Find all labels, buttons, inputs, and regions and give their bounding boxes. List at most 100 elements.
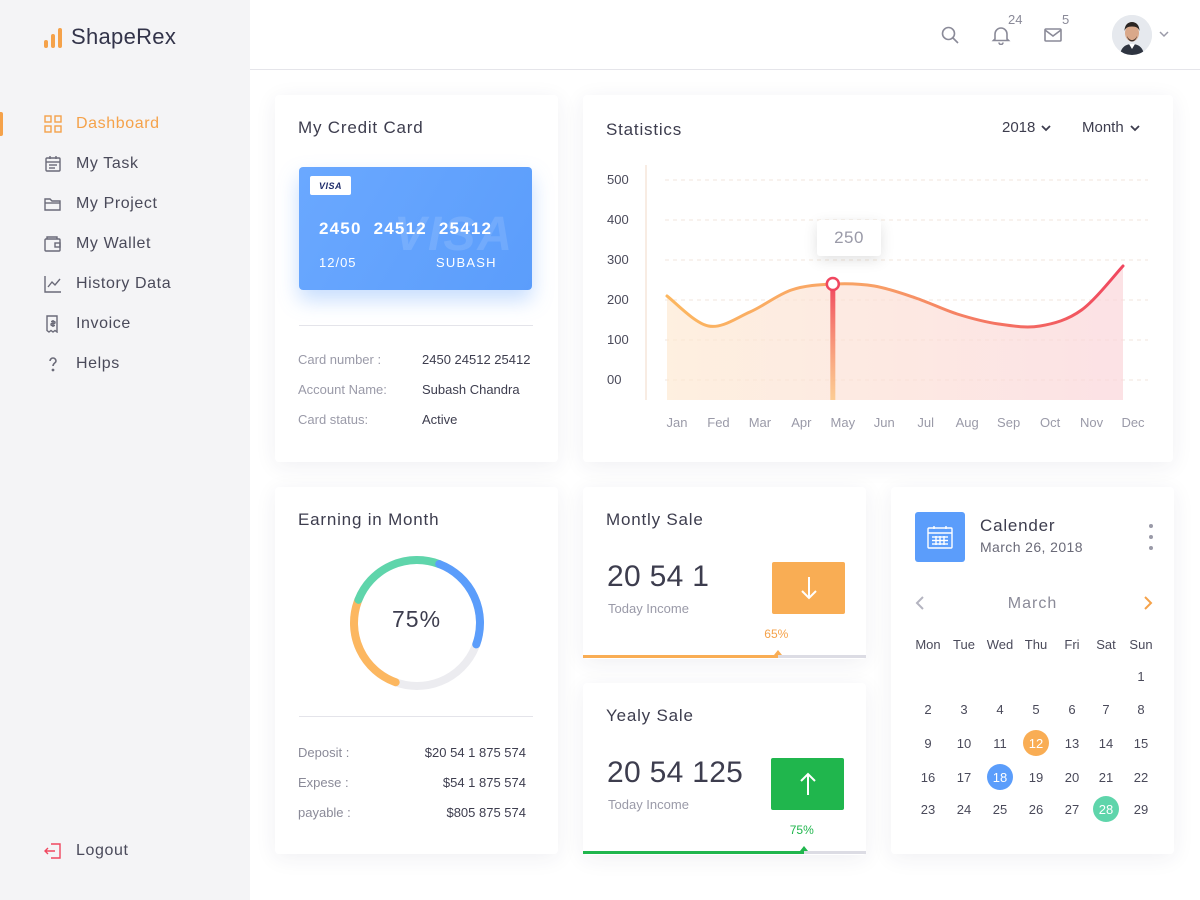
monthly-sale-panel: Montly Sale 20 54 1 Today Income 65% xyxy=(583,487,866,659)
sidebar-item-my-project[interactable]: My Project xyxy=(0,184,250,224)
dot-icon xyxy=(1149,546,1153,550)
calendar-day[interactable]: 4 xyxy=(996,701,1004,717)
calendar-day[interactable]: 13 xyxy=(1064,735,1080,751)
calendar-day[interactable]: 27 xyxy=(1064,801,1080,817)
monthly-progress xyxy=(583,650,866,658)
weekday-label: Sat xyxy=(1096,637,1116,652)
calendar-panel: Calender March 26, 2018 March Mon Tue Wed T… xyxy=(891,487,1174,854)
yearly-sale-subtitle: Today Income xyxy=(608,797,689,812)
invoice-icon xyxy=(44,315,62,333)
calendar-day[interactable]: 17 xyxy=(956,769,972,785)
calendar-day[interactable]: 15 xyxy=(1133,735,1149,751)
progress-knob xyxy=(799,846,808,851)
next-month-button[interactable] xyxy=(1142,595,1154,611)
sidebar-item-history-data[interactable]: History Data xyxy=(0,264,250,304)
calendar-day[interactable]: 29 xyxy=(1133,801,1149,817)
y-tick-label: 500 xyxy=(607,172,629,187)
donut-percent: 75% xyxy=(392,606,442,632)
calendar-day[interactable]: 21 xyxy=(1098,769,1114,785)
calendar-badge xyxy=(915,512,965,562)
earning-label: Expese : xyxy=(298,775,349,790)
chart-tooltip: 250 xyxy=(817,220,881,256)
calendar-day[interactable]: 16 xyxy=(920,769,936,785)
dot-icon xyxy=(1149,524,1153,528)
weekday-label: Wed xyxy=(986,637,1014,652)
info-label: Account Name: xyxy=(298,382,387,397)
calendar-day[interactable]: 14 xyxy=(1098,735,1114,751)
sidebar-item-label: My Task xyxy=(76,155,139,172)
calendar-day[interactable]: 26 xyxy=(1028,801,1044,817)
calendar-day[interactable]: 25 xyxy=(992,801,1008,817)
logo[interactable]: ShapeRex xyxy=(44,26,176,48)
calendar-title: Calender xyxy=(980,516,1056,535)
statistics-panel: Statistics 2018 Month 500 400 300 200 100 00 … xyxy=(583,95,1173,462)
calendar-day[interactable]: 23 xyxy=(920,801,936,817)
logout-label: Logout xyxy=(76,842,129,859)
progress-fill xyxy=(583,655,779,658)
calendar-day[interactable]: 22 xyxy=(1133,769,1149,785)
card-number-group: 2450 xyxy=(319,219,362,238)
x-tick-label: Fed xyxy=(707,415,730,430)
chevron-down-icon[interactable] xyxy=(1158,28,1170,40)
notifications-button[interactable] xyxy=(990,24,1012,46)
messages-button[interactable] xyxy=(1042,24,1064,46)
trend-up-button[interactable] xyxy=(771,758,844,810)
period-select[interactable]: Month xyxy=(1082,119,1141,136)
calendar-day[interactable]: 24 xyxy=(956,801,972,817)
trend-down-button[interactable] xyxy=(772,562,845,614)
info-value: 2450 24512 25412 xyxy=(422,352,531,367)
info-label: Card status: xyxy=(298,412,369,427)
calendar-day[interactable]: 10 xyxy=(956,735,972,751)
sidebar-item-my-wallet[interactable]: My Wallet xyxy=(0,224,250,264)
more-options-button[interactable] xyxy=(1145,524,1157,550)
sidebar-item-helps[interactable]: Helps xyxy=(0,344,250,384)
calendar-day[interactable]: 2 xyxy=(924,701,932,717)
calendar-day[interactable]: 11 xyxy=(993,735,1007,751)
earning-value: $20 54 1 875 574 xyxy=(424,745,526,760)
sidebar-item-label: History Data xyxy=(76,275,172,292)
calendar-day[interactable]: 19 xyxy=(1028,769,1044,785)
calendar-day[interactable]: 1 xyxy=(1137,668,1145,684)
avatar[interactable] xyxy=(1112,15,1152,55)
sidebar-item-label: Dashboard xyxy=(76,115,160,132)
calendar-day-highlighted[interactable]: 12 xyxy=(1023,730,1049,756)
calendar-day[interactable]: 8 xyxy=(1137,701,1145,717)
x-tick-label: Aug xyxy=(955,415,979,430)
calendar-day[interactable]: 3 xyxy=(960,701,968,717)
monthly-sale-value: 20 54 1 xyxy=(607,560,710,593)
calendar-icon xyxy=(44,155,62,173)
prev-month-button[interactable] xyxy=(914,595,926,611)
divider xyxy=(299,716,533,717)
x-tick-label: Apr xyxy=(791,415,812,430)
earning-value: $54 1 875 574 xyxy=(442,775,526,790)
x-tick-label: Jun xyxy=(873,415,895,430)
calendar-day[interactable]: 5 xyxy=(1032,701,1040,717)
logout-icon xyxy=(44,842,62,860)
calendar-day[interactable]: 9 xyxy=(924,735,932,751)
sidebar-nav: Dashboard My Task My Project My Wallet H… xyxy=(0,104,250,384)
sidebar-item-label: My Wallet xyxy=(76,235,152,252)
sidebar-item-invoice[interactable]: Invoice xyxy=(0,304,250,344)
earning-row: Expese : $54 1 875 574 xyxy=(298,775,526,790)
visa-watermark: VISA xyxy=(394,208,515,261)
search-button[interactable] xyxy=(939,24,961,46)
calendar-day-highlighted[interactable]: 28 xyxy=(1093,796,1119,822)
year-select[interactable]: 2018 xyxy=(1002,119,1052,136)
sidebar-item-dashboard[interactable]: Dashboard xyxy=(0,104,250,144)
weekday-label: Fri xyxy=(1064,637,1080,652)
y-tick-label: 00 xyxy=(607,372,622,387)
calendar-day[interactable]: 7 xyxy=(1102,701,1110,717)
sidebar-item-my-task[interactable]: My Task xyxy=(0,144,250,184)
y-tick-label: 100 xyxy=(607,332,629,347)
calendar-day-highlighted[interactable]: 18 xyxy=(987,764,1013,790)
statistics-title: Statistics xyxy=(606,120,683,139)
x-tick-label: Jan xyxy=(666,415,688,430)
info-value: Subash Chandra xyxy=(422,382,520,397)
arrow-up-icon xyxy=(799,772,816,795)
card-number-group: 25412 xyxy=(438,219,493,238)
logout-button[interactable]: Logout xyxy=(0,831,250,871)
calendar-day[interactable]: 20 xyxy=(1064,769,1080,785)
chevron-down-icon xyxy=(1041,124,1052,131)
calendar-day[interactable]: 6 xyxy=(1068,701,1076,717)
visa-card[interactable]: VISA VISA 2450 24512 25412 12/05 SUBASH xyxy=(299,167,532,290)
